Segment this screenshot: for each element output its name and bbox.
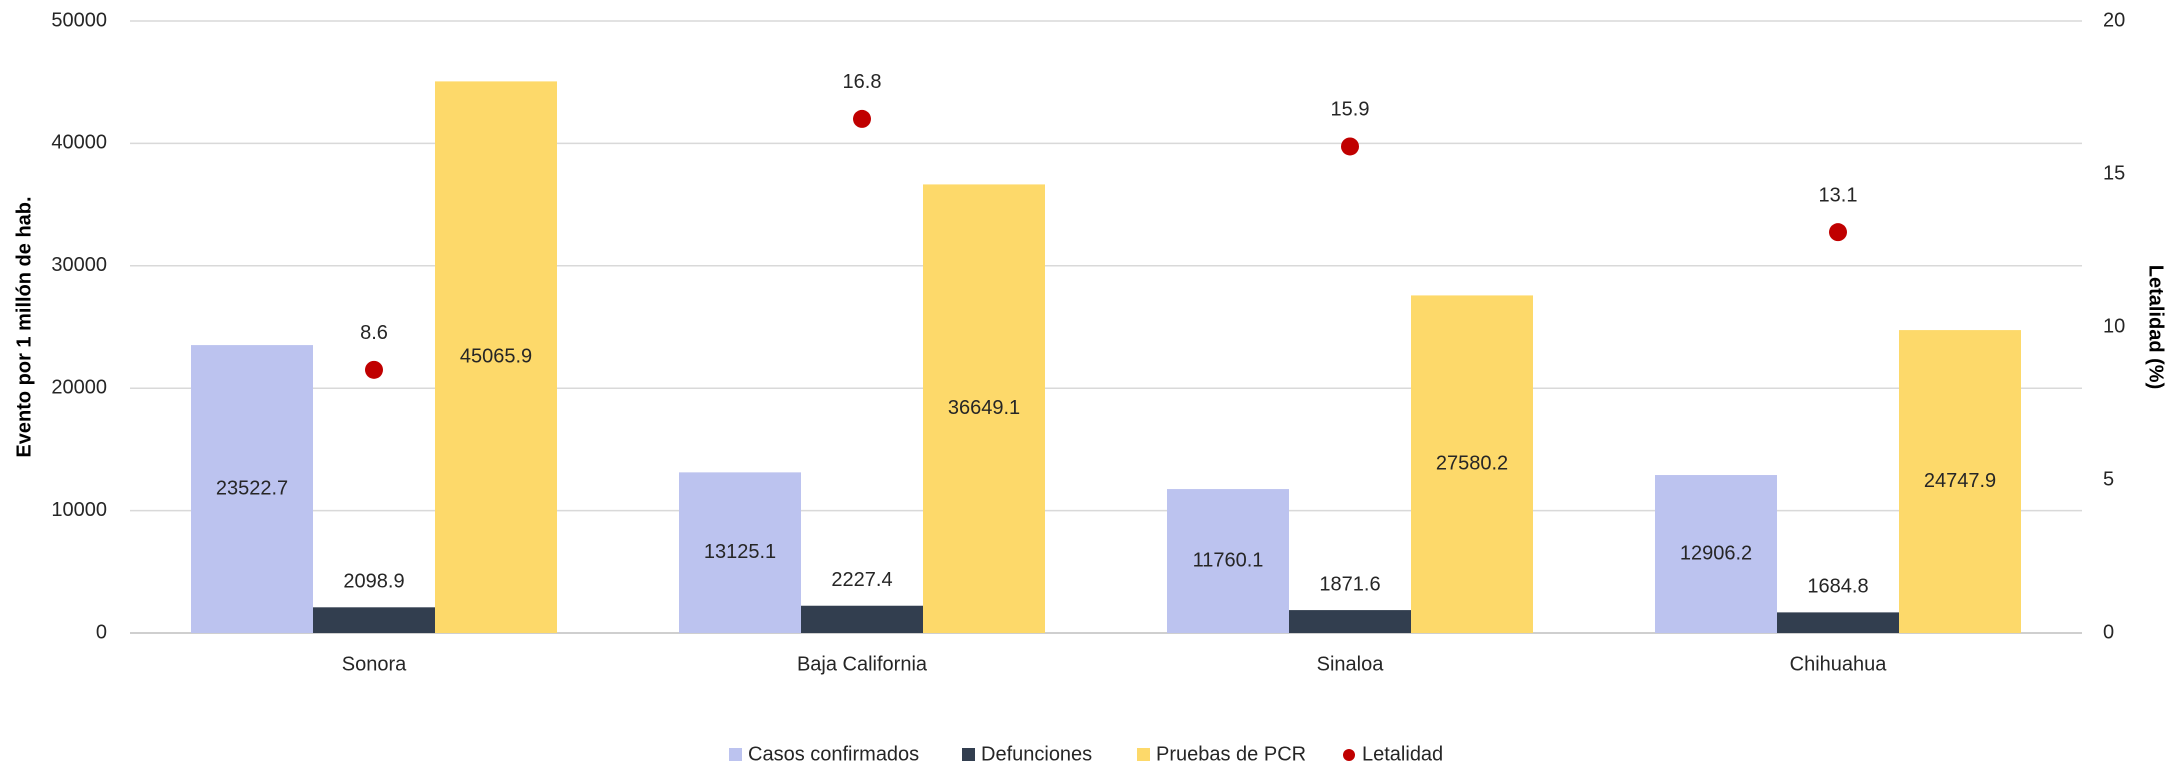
letalidad-dot	[853, 109, 871, 128]
bar	[679, 472, 801, 633]
letalidad-dot	[1829, 223, 1847, 242]
value-label: 27580.2	[1436, 452, 1508, 474]
bar	[1289, 610, 1411, 633]
value-label: 24747.9	[1924, 470, 1996, 492]
y2-tick-label: 15	[2103, 162, 2125, 184]
x-tick-label: Chihuahua	[1790, 653, 1888, 675]
value-label: 11760.1	[1193, 549, 1264, 571]
y-tick-label: 40000	[51, 132, 107, 154]
y-tick-label: 20000	[51, 376, 107, 398]
bar	[435, 81, 557, 634]
letalidad-dot	[365, 360, 383, 379]
bar	[801, 605, 923, 633]
value-label: 15.9	[1331, 99, 1370, 121]
value-label: 1684.8	[1807, 576, 1868, 598]
bar	[1777, 612, 1899, 633]
value-label: 1871.6	[1319, 573, 1380, 595]
value-label: 23522.7	[216, 477, 288, 499]
value-label: 2227.4	[831, 569, 892, 591]
value-label: 45065.9	[460, 345, 532, 367]
value-label: 8.6	[360, 322, 388, 344]
y2-tick-label: 5	[2103, 468, 2114, 490]
value-label: 2098.9	[343, 571, 404, 593]
bar	[923, 184, 1045, 633]
value-label: 13125.1	[704, 541, 776, 563]
legend-marker	[1343, 749, 1355, 761]
y2-axis-title: Letalidad (%)	[2145, 265, 2167, 389]
y-tick-label: 30000	[51, 254, 107, 276]
y-tick-label: 50000	[51, 9, 107, 31]
legend-marker	[962, 748, 975, 761]
value-label: 12906.2	[1680, 542, 1752, 564]
bar	[1899, 330, 2021, 633]
value-label: 16.8	[843, 71, 882, 93]
legend-label: Casos confirmados	[748, 743, 919, 763]
legend-label: Defunciones	[981, 743, 1092, 763]
x-tick-label: Sonora	[342, 653, 407, 675]
y-axis-title: Evento por 1 millón de hab.	[13, 196, 35, 457]
legend-marker	[1137, 748, 1150, 761]
x-tick-label: Sinaloa	[1317, 653, 1385, 675]
value-label: 13.1	[1819, 184, 1858, 206]
x-tick-label: Baja California	[797, 653, 928, 675]
letalidad-dot	[1341, 137, 1359, 156]
y2-tick-label: 20	[2103, 9, 2125, 31]
bar	[191, 345, 313, 633]
value-label: 36649.1	[948, 397, 1020, 419]
y-tick-label: 0	[96, 621, 107, 643]
bar	[1167, 489, 1289, 633]
bar	[1655, 475, 1777, 633]
y2-tick-label: 0	[2103, 621, 2114, 643]
y2-tick-label: 10	[2103, 315, 2125, 337]
legend-marker	[729, 748, 742, 761]
legend-label: Letalidad	[1362, 743, 1443, 763]
legend-label: Pruebas de PCR	[1156, 743, 1306, 763]
y-tick-label: 10000	[51, 499, 107, 521]
bar	[1411, 295, 1533, 633]
bar	[313, 607, 435, 633]
